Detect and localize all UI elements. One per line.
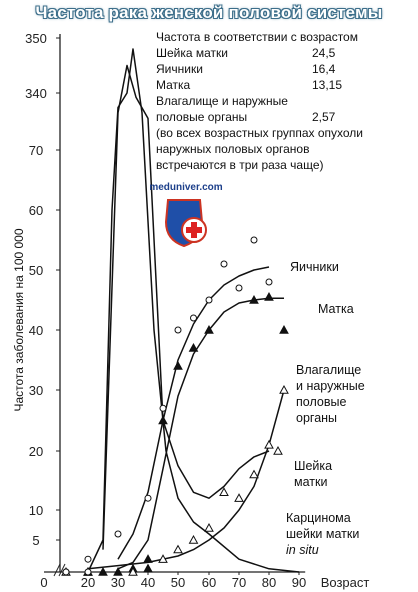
series-line-cervix [102, 64, 270, 550]
annotation-label: Матка [318, 302, 354, 316]
x-tick-label: 20 [81, 575, 95, 590]
x-tick-label: 80 [262, 575, 276, 590]
info-note-line: встречаются в три раза чаще) [156, 158, 324, 172]
annotation-label: Карцинома [286, 511, 351, 525]
page-title: Частота рака женской половой системы [35, 3, 383, 22]
info-row-label: Шейка матки [156, 46, 228, 60]
data-point-uterus [188, 342, 199, 352]
annotation-label: матки [294, 475, 327, 489]
data-point-ovary [250, 236, 258, 244]
series-line-ovary [117, 266, 270, 560]
data-point-vulva-vagina [249, 469, 259, 479]
y-tick-label: 30 [29, 383, 43, 398]
info-row-label: половые органы [156, 110, 247, 124]
axes-layer: 5 10 20 30 40 50 60 70 340 350 0 20 30 40 50 60 70 80 90 Во… [12, 31, 369, 590]
x-tick-label: 60 [202, 575, 216, 590]
data-point-uterus [143, 554, 153, 563]
data-point-ovary [84, 555, 92, 563]
data-point-ovary [62, 568, 70, 576]
y-tick-label: 70 [29, 143, 43, 158]
y-tick-label: 40 [29, 323, 43, 338]
info-row-value: 16,4 [312, 62, 336, 76]
text-layer: Яичники Матка Влагалище и наружные половые ор… [149, 30, 364, 557]
y-tick-label: 20 [29, 444, 43, 459]
series-line-cervix-in-situ [87, 48, 300, 573]
data-point-uterus [113, 566, 123, 576]
series-line-vulva-vagina [87, 389, 285, 570]
data-point-vulva-vagina [264, 439, 274, 449]
annotation-label: Влагалище [296, 363, 361, 377]
axis-break-mark [58, 563, 66, 577]
info-row-value: 2,57 [312, 110, 336, 124]
x-tick-label: 0 [40, 575, 47, 590]
data-point-ovary [190, 314, 197, 322]
x-axis-label: Возраст [321, 575, 370, 590]
y-tick-label: 340 [25, 86, 47, 101]
watermark-logo [164, 199, 207, 248]
data-point-ovary [84, 568, 92, 576]
watermark-cross-h [186, 227, 202, 233]
data-point-ovary [205, 296, 213, 304]
info-row-label: Матка [156, 78, 191, 92]
info-note-line: (во всех возрастных группах опухоли [156, 126, 363, 140]
data-point-vulva-vagina [158, 554, 168, 563]
data-point-vulva-vagina [273, 445, 283, 455]
y-tick-label: 60 [29, 203, 43, 218]
watermark-text: meduniver.com [149, 182, 222, 193]
data-point-vulva-vagina [173, 544, 183, 554]
data-point-ovary [220, 260, 228, 268]
annotation-label: органы [296, 411, 337, 425]
data-point-vulva-vagina [234, 493, 244, 502]
x-tick-label: 40 [141, 575, 155, 590]
annotation-label: шейки матки [286, 527, 359, 541]
info-row-label: Влагалище и наружные [156, 94, 288, 108]
data-point-uterus [143, 563, 153, 573]
data-point-ovary [159, 404, 167, 412]
data-point-uterus [173, 360, 183, 370]
data-point-uterus [204, 324, 214, 334]
annotation-label: и наружные [296, 379, 365, 393]
x-tick-label: 30 [111, 575, 125, 590]
info-row-label: Яичники [156, 62, 203, 76]
info-row-value: 24,5 [312, 46, 336, 60]
data-point-vulva-vagina [279, 384, 289, 394]
annotation-label: половые [296, 395, 346, 409]
x-tick-label: 70 [232, 575, 246, 590]
y-tick-label: 5 [32, 533, 39, 548]
info-note-line: наружных половых органов [156, 142, 309, 156]
data-point-ovary [114, 530, 122, 538]
info-heading: Частота в соответствии с возрастом [156, 30, 358, 44]
data-point-uterus [249, 294, 259, 304]
data-point-vulva-vagina [188, 534, 199, 544]
x-tick-label: 50 [171, 575, 185, 590]
y-tick-label: 10 [29, 503, 43, 518]
data-point-vulva-vagina [128, 566, 138, 576]
annotation-label: in situ [286, 543, 319, 557]
data-point-ovary [235, 284, 243, 292]
data-point-uterus [98, 566, 108, 576]
series-layer [87, 48, 300, 573]
data-point-uterus [264, 291, 274, 301]
data-point-ovary [144, 494, 152, 502]
data-point-ovary [174, 326, 182, 334]
data-point-vulva-vagina [204, 522, 214, 532]
title-bar: Частота рака женской половой системы [0, 0, 418, 26]
axis-break-mark [53, 563, 61, 577]
y-tick-label: 350 [25, 31, 47, 46]
marker-layer [61, 236, 289, 576]
info-row-value: 13,15 [312, 78, 342, 92]
x-tick-label: 90 [292, 575, 306, 590]
annotation-label: Шейка [294, 459, 332, 473]
y-axis-label: Частота заболевания на 100 000 [12, 228, 26, 411]
data-point-uterus [279, 324, 289, 334]
y-tick-label: 50 [29, 263, 43, 278]
data-point-uterus [158, 415, 168, 425]
data-point-ovary [265, 278, 273, 286]
annotation-label: Яичники [290, 260, 339, 274]
data-point-vulva-vagina [219, 487, 229, 496]
